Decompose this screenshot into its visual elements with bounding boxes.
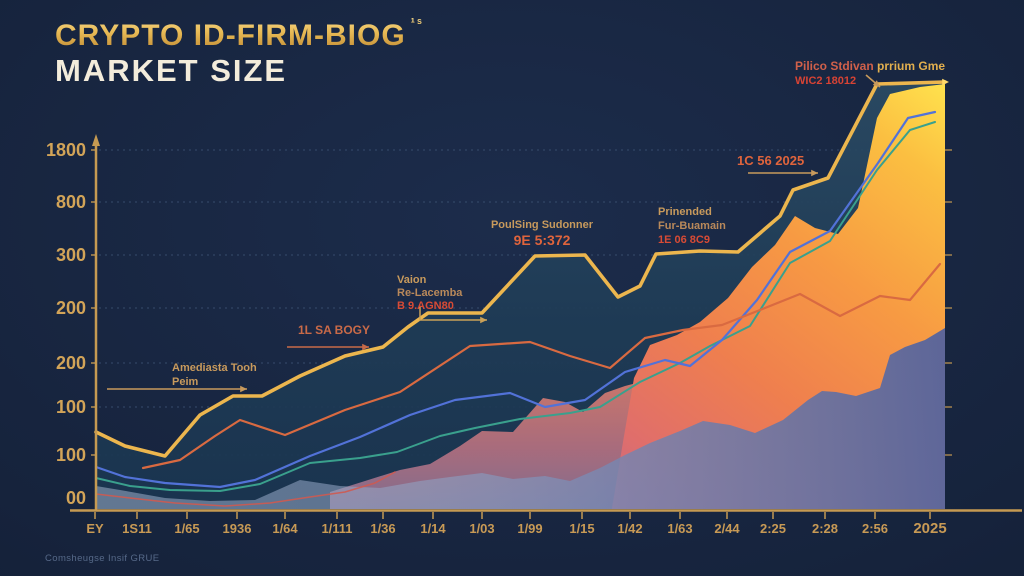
annotation-topright-callout: Pilico Stdivan prrium Gme WIC2 18012	[795, 59, 945, 87]
annotation-c56-callout: 1C 56 2025	[737, 153, 804, 168]
y-axis-label: 300	[56, 245, 86, 265]
y-axis-arrow-icon	[92, 134, 100, 146]
x-axis-label: 2:28	[812, 521, 838, 536]
chart-title-text: CRYPTO ID-FIRM-BIOG	[55, 19, 406, 52]
x-axis-label: 1/99	[517, 521, 542, 536]
annotation-prinended-callout: Prinended Fur-Buamain 1E 06 8C9	[658, 206, 726, 246]
blue-line	[94, 110, 937, 489]
x-axis-label: 1/64	[272, 521, 298, 536]
y-axis-label: 800	[56, 192, 86, 212]
axes	[70, 134, 1022, 512]
y-axis-label: 200	[56, 353, 86, 373]
x-axis-label: 1S11	[122, 521, 152, 536]
arrowhead-icon	[240, 385, 247, 393]
x-axis-label: 1/36	[370, 521, 395, 536]
title-block: CRYPTO ID-FIRM-BIOG ¹ˢ MARKET SIZE	[55, 16, 424, 87]
x-axis-label: 1/15	[569, 521, 594, 536]
chart-subtitle: MARKET SIZE	[55, 52, 288, 88]
annotation-bracket	[419, 307, 487, 321]
x-axis-label: 1/42	[617, 521, 642, 536]
x-axis-label: EY	[86, 521, 104, 536]
arrowhead-icon	[811, 169, 818, 177]
y-axis-label: 1800	[46, 140, 86, 160]
annotation-left-callout: Amediasta Tooh Peim	[172, 362, 257, 388]
x-axis-label: 2025	[913, 520, 946, 537]
arrowhead-icon	[480, 316, 487, 324]
annotation-bogy-callout: 1L SA BOGY	[298, 323, 370, 337]
annotation-poulsing-callout: PoulSing Sudonner 9E 5:372	[491, 219, 594, 248]
orange-line	[141, 262, 942, 470]
x-axis-label: 1936	[223, 521, 252, 536]
y-axis-label: 00	[66, 488, 86, 508]
arrowhead-icon	[942, 78, 949, 86]
y-axis-label: 200	[56, 298, 86, 318]
series-lines	[94, 78, 949, 507]
x-axis-label: 1/14	[420, 521, 446, 536]
x-axis-label: 1/111	[321, 521, 352, 536]
x-axis-label: 2/44	[714, 521, 740, 536]
x-axis-label: 1/03	[469, 521, 494, 536]
arrowhead-icon	[872, 80, 880, 87]
main-gold-line	[94, 80, 947, 458]
teal-line	[95, 121, 936, 492]
thin-red-line	[95, 471, 396, 507]
area-fills	[96, 82, 945, 509]
annotation-vaion-callout: Vaion Re-Lacemba B 9.AGN80	[397, 274, 463, 312]
y-axis-label: 100	[56, 397, 86, 417]
x-axis-label: 1/63	[667, 521, 692, 536]
x-axis-label: 2:25	[760, 521, 786, 536]
x-axis-label: 2:56	[862, 521, 888, 536]
arrowhead-icon	[362, 343, 369, 351]
title-superscript: ¹ˢ	[410, 15, 424, 30]
source-caption: Comsheugse Insif GRUE	[45, 553, 160, 564]
blue-silhouette-area	[96, 328, 945, 509]
y-axis-label: 100	[56, 445, 86, 465]
annotations: Amediasta Tooh Peim 1L SA BOGY Vaion Re-Lace…	[107, 59, 945, 393]
x-axis-label: 1/65	[174, 521, 199, 536]
chart-title: CRYPTO ID-FIRM-BIOG ¹ˢ	[55, 16, 424, 52]
